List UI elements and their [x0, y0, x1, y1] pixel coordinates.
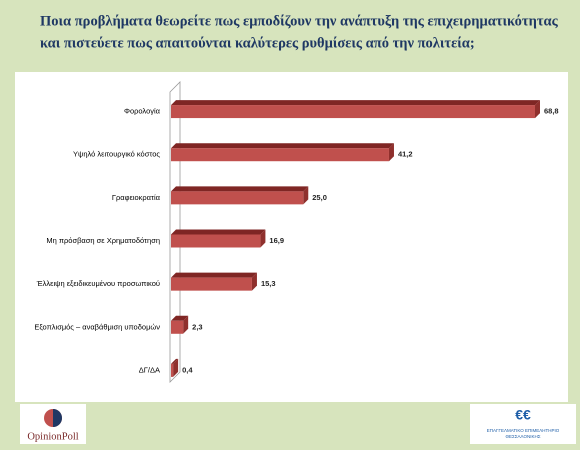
value-label: 16,9: [269, 236, 284, 245]
bar-front: [171, 191, 304, 205]
category-label: Υψηλό λειτουργικό κόστος: [73, 150, 160, 159]
category-label: Φορολογία: [124, 107, 161, 116]
value-label: 41,2: [398, 150, 413, 159]
category-label: Γραφειοκρατία: [112, 193, 161, 202]
bar-front: [171, 277, 252, 291]
value-label: 0,4: [182, 365, 193, 374]
bar: [171, 358, 179, 377]
bar: [171, 229, 266, 248]
category-label: Εξοπλισμός – αναβάθμιση υποδομών: [34, 322, 160, 331]
bar-top: [171, 272, 257, 278]
chart-title: Ποια προβλήματα θεωρείτε πως εμποδίζουν …: [40, 13, 559, 29]
plot-panel: [15, 72, 568, 402]
logo-text: OpinionPoll: [27, 431, 78, 442]
wall: [169, 81, 181, 383]
bar-front: [171, 234, 261, 248]
value-label: 15,3: [261, 279, 276, 288]
category-label: ΔΓ/ΔΑ: [139, 365, 160, 374]
value-label: 68,8: [544, 107, 559, 116]
logo-text: ΕΠΑΓΓΕΛΜΑΤΙΚΟ ΕΠΙΜΕΛΗΤΗΡΙΟ: [487, 428, 560, 433]
bar-top: [171, 229, 266, 235]
logo-icon: €€: [515, 407, 531, 423]
bar-top: [171, 143, 394, 149]
value-label: 25,0: [312, 193, 327, 202]
bar-top: [171, 315, 189, 321]
bar-top: [171, 186, 309, 192]
bar: [171, 272, 257, 291]
bar: [171, 100, 540, 119]
bar-side: [535, 100, 540, 119]
bar-front: [171, 105, 535, 119]
bar-front: [171, 148, 389, 162]
value-label: 2,3: [192, 322, 202, 331]
logo-right-box: [470, 404, 576, 444]
bar-top: [171, 100, 540, 106]
category-label: Έλλειψη εξειδικευμένου προσωπικού: [36, 279, 160, 288]
logo-icon: [53, 409, 62, 427]
bar-side: [251, 272, 257, 291]
bar-side: [260, 229, 266, 248]
bar-side: [388, 143, 394, 162]
bar-side: [173, 358, 179, 377]
bar-top: [171, 358, 179, 364]
bar: [171, 186, 309, 205]
bar: [171, 315, 189, 334]
chart-title: και πιστεύετε πως απαιτούνται καλύτερες …: [40, 35, 475, 51]
category-label: Μη πρόσβαση σε Χρηματοδότηση: [46, 236, 160, 245]
bar-front: [171, 320, 184, 334]
bar: [171, 143, 394, 162]
bar-front: [171, 363, 174, 377]
bar-side: [183, 315, 189, 334]
logo-text: ΘΕΣΣΑΛΟΝΙΚΗΣ: [505, 434, 540, 439]
bar-side: [303, 186, 309, 205]
